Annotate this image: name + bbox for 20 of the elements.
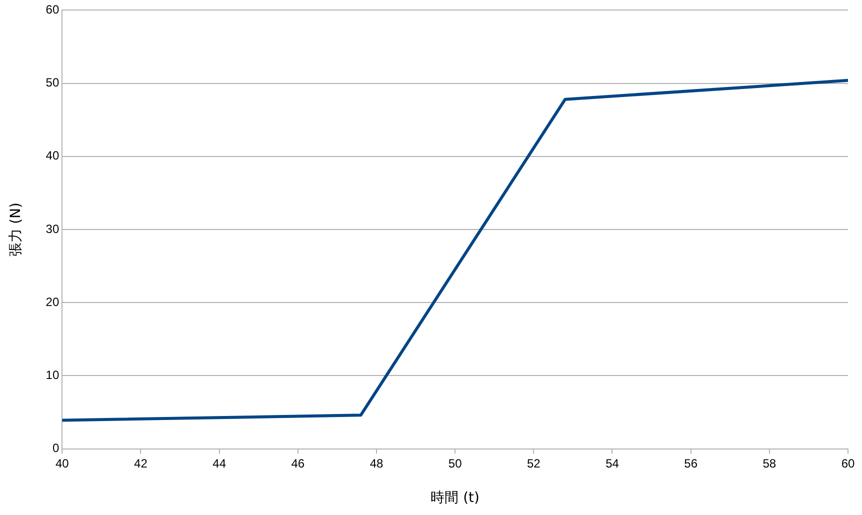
x-tick-label: 40	[55, 456, 70, 470]
y-tick-label: 60	[46, 2, 60, 17]
x-tick-label: 60	[841, 456, 855, 470]
x-tick-label: 58	[762, 456, 776, 470]
x-tick-label: 48	[370, 456, 384, 470]
x-axis-title: 時間 (t)	[430, 490, 480, 506]
y-axis-title: 張力 (N)	[8, 202, 24, 256]
x-tick-label: 54	[606, 456, 620, 470]
x-tick-label: 44	[212, 456, 226, 470]
y-tick-label: 50	[46, 76, 60, 90]
x-tick-label: 42	[134, 456, 148, 470]
y-tick-label: 10	[46, 368, 60, 382]
x-tick-label: 52	[526, 456, 541, 470]
x-tick-label: 56	[684, 456, 698, 470]
y-tick-label: 30	[46, 222, 60, 236]
x-tick-label: 46	[291, 456, 305, 470]
y-tick-label: 0	[52, 441, 60, 456]
x-tick-label: 50	[448, 456, 462, 470]
y-tick-label: 20	[46, 294, 60, 309]
y-tick-label: 40	[46, 148, 60, 163]
